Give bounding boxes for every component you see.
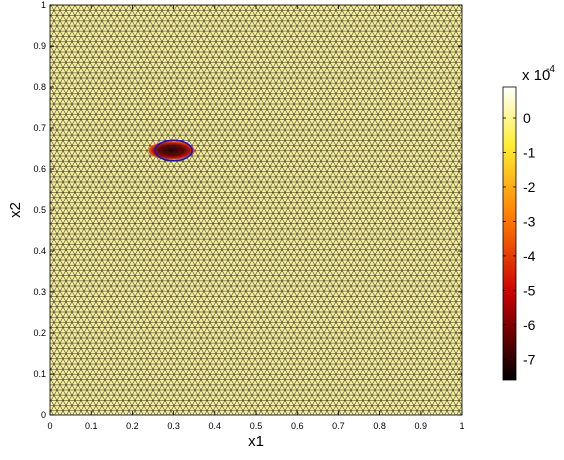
y-tick-label: 0.6 <box>33 164 46 174</box>
x-axis-title: x1 <box>248 433 264 450</box>
x-tick-label: 0.5 <box>250 421 263 431</box>
y-tick-label: 0.3 <box>33 287 46 297</box>
y-tick-label: 0.7 <box>33 123 46 133</box>
x-tick-label: 0.8 <box>373 421 386 431</box>
x-tick-label: 0.1 <box>85 421 98 431</box>
y-axis-title: x2 <box>7 202 24 218</box>
colorbar-tick-label: -2 <box>523 179 536 195</box>
y-tick-label: 1 <box>41 0 46 10</box>
colorbar-tick-label: -6 <box>523 317 536 333</box>
y-axis-ticks: 0 0.1 0.2 0.3 0.4 0.5 0.6 0.7 0.8 0.9 1 <box>33 0 462 420</box>
x-axis-ticks: 0 0.1 0.2 0.3 0.4 0.5 0.6 0.7 0.8 0.9 1 <box>47 5 465 431</box>
colorbar-ticks: 0 -1 -2 -3 -4 -5 -6 -7 <box>503 110 536 367</box>
x-tick-label: 0.7 <box>332 421 345 431</box>
y-tick-label: 0 <box>41 410 46 420</box>
colorbar-exponent: -4 <box>546 64 555 75</box>
colorbar-multiplier: x 10 <box>522 67 550 84</box>
x-tick-label: 1 <box>459 421 464 431</box>
colorbar-tick-label: 0 <box>523 110 531 126</box>
y-tick-label: 0.9 <box>33 41 46 51</box>
colorbar-gradient <box>502 86 517 381</box>
x-tick-label: 0.3 <box>167 421 180 431</box>
y-tick-label: 0.4 <box>33 246 46 256</box>
y-tick-label: 0.5 <box>33 205 46 215</box>
x-tick-label: 0.2 <box>126 421 139 431</box>
y-tick-label: 0.1 <box>33 369 46 379</box>
x-tick-label: 0.4 <box>209 421 222 431</box>
plot-area <box>49 4 463 416</box>
inclusion-field <box>148 141 195 160</box>
colorbar-tick-label: -1 <box>523 144 536 160</box>
colorbar-tick-label: -5 <box>523 282 536 298</box>
y-tick-label: 0.2 <box>33 328 46 338</box>
y-tick-label: 0.8 <box>33 82 46 92</box>
inclusion-outline <box>154 139 193 162</box>
triangular-mesh <box>50 5 462 415</box>
colorbar-tick-label: -7 <box>523 351 536 367</box>
colorbar-tick-label: -4 <box>523 248 536 264</box>
x-tick-label: 0.6 <box>291 421 304 431</box>
x-tick-label: 0.9 <box>415 421 428 431</box>
colorbar-tick-label: -3 <box>523 213 536 229</box>
x-tick-label: 0 <box>47 421 52 431</box>
colorbar: 0 -1 -2 -3 -4 -5 -6 -7 x 10 -4 <box>502 64 555 381</box>
